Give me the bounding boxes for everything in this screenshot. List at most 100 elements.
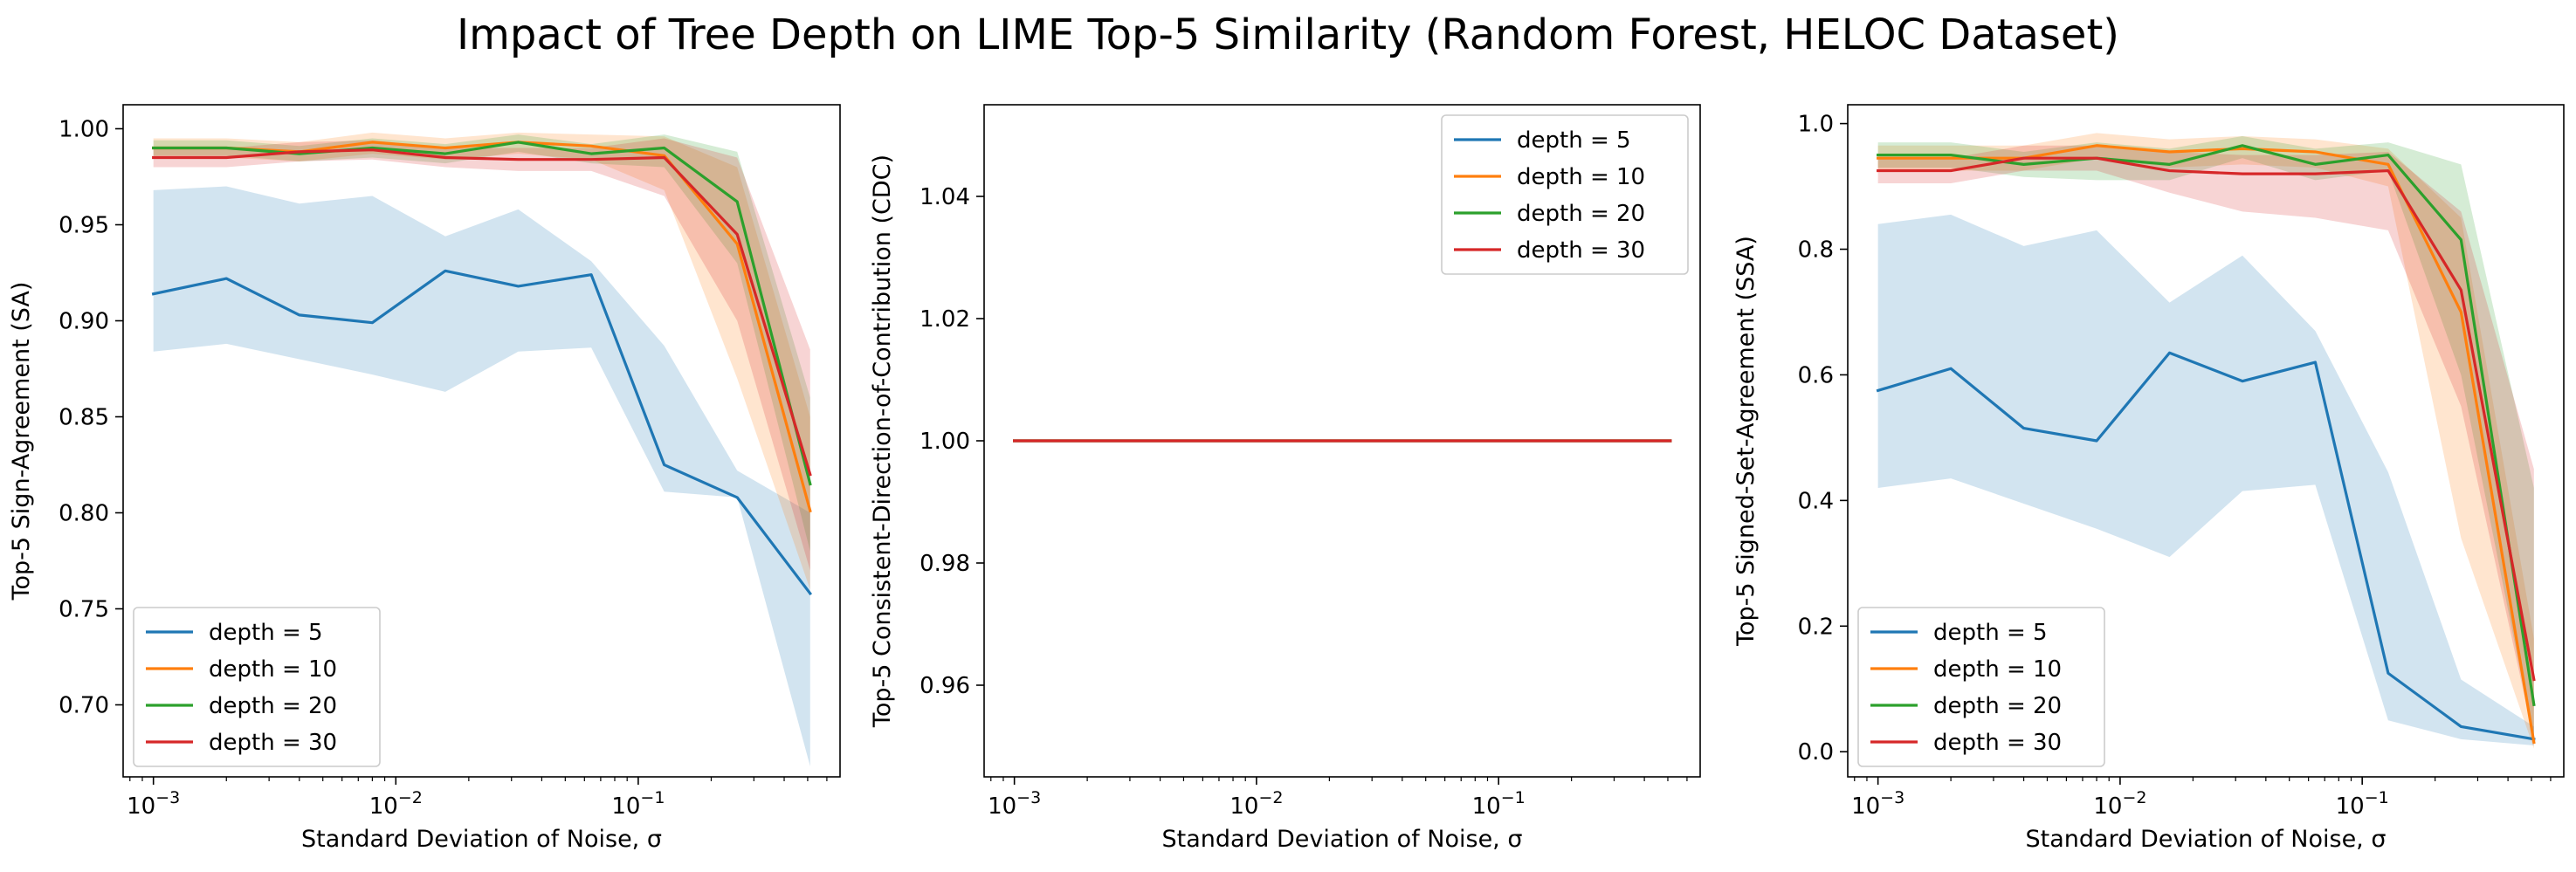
- y-axis-label: Top-5 Sign-Agreement (SA): [8, 282, 35, 601]
- x-tick-exponent: −3: [155, 788, 180, 807]
- x-tick-base: 10: [988, 793, 1016, 820]
- confidence-band-depth-30: [153, 138, 810, 571]
- x-tick-base: 10: [1229, 793, 1258, 820]
- legend-item: depth = 20: [1454, 201, 1645, 227]
- y-axis-label: Top-5 Consistent-Direction-of-Contributi…: [869, 154, 896, 728]
- axes-frame: [122, 104, 841, 778]
- x-tick-exponent: −3: [1880, 788, 1904, 807]
- legend: depth = 5 depth = 10 depth = 20 depth = 30: [133, 607, 381, 767]
- legend-label: depth = 5: [209, 620, 323, 646]
- y-tick-label: 0.2: [1798, 614, 1834, 640]
- legend-label: depth = 5: [1517, 127, 1631, 154]
- x-tick-exponent: −1: [1501, 788, 1526, 807]
- x-tick-exponent: −2: [1258, 788, 1283, 807]
- x-tick-label: 10−3: [127, 788, 180, 820]
- x-axis-label: Standard Deviation of Noise, σ: [1162, 826, 1523, 853]
- y-tick-label: 0.8: [1798, 237, 1834, 264]
- y-tick-label: 0.96: [920, 673, 970, 699]
- x-tick-label: 10−3: [1851, 788, 1904, 820]
- legend: depth = 5 depth = 10 depth = 20 depth = 30: [1857, 607, 2105, 767]
- x-tick-base: 10: [611, 793, 640, 820]
- legend-item: depth = 5: [1870, 620, 2048, 646]
- y-axis-label: Top-5 Signed-Set-Agreement (SSA): [1732, 236, 1760, 647]
- y-tick-label: 0.98: [920, 551, 970, 577]
- legend-item: depth = 30: [1454, 237, 1645, 264]
- x-axis-label: Standard Deviation of Noise, σ: [301, 826, 662, 853]
- legend-box: [1441, 114, 1689, 275]
- x-axis-label: Standard Deviation of Noise, σ: [2026, 826, 2387, 853]
- legend-item: depth = 10: [1454, 164, 1645, 190]
- legend-label: depth = 30: [1517, 237, 1645, 264]
- legend-label: depth = 10: [209, 656, 337, 683]
- y-tick-label: 1.00: [920, 429, 970, 455]
- legend-item: depth = 10: [1870, 656, 2062, 683]
- chart-panel-2: 10−3 10−2 10−10.960.981.001.021.04Standard…: [869, 104, 1701, 853]
- legend-item: depth = 30: [146, 730, 337, 756]
- figure-title: Impact of Tree Depth on LIME Top-5 Simil…: [457, 10, 2119, 59]
- legend-item: depth = 20: [1870, 693, 2062, 719]
- x-tick-base: 10: [1851, 793, 1880, 820]
- y-tick-label: 0.6: [1798, 362, 1834, 388]
- y-tick-label: 1.04: [920, 184, 970, 210]
- y-tick-label: 0.90: [59, 309, 109, 335]
- x-tick-label: 10−2: [369, 788, 423, 820]
- x-tick-label: 10−1: [2336, 788, 2389, 820]
- series-line-depth-10: [1877, 144, 2536, 745]
- chart-panel-1: 10−3 10−2 10−10.700.750.800.850.900.951.00…: [8, 104, 841, 853]
- plots-container: 10−3 10−2 10−10.700.750.800.850.900.951.00…: [8, 104, 2565, 853]
- series-line-depth-20: [152, 141, 812, 486]
- y-tick-label: 0.4: [1798, 488, 1834, 514]
- x-tick-base: 10: [2336, 793, 2365, 820]
- series-line-depth-5: [1876, 351, 2536, 741]
- x-tick-label: 10−1: [611, 788, 665, 820]
- y-tick-label: 0.95: [59, 213, 109, 239]
- legend: depth = 5 depth = 10 depth = 20 depth = 30: [1441, 114, 1689, 275]
- series-line-depth-30: [1877, 156, 2536, 682]
- series-line-depth-30: [152, 148, 812, 477]
- x-tick-label: 10−3: [988, 788, 1041, 820]
- x-tick-exponent: −2: [2122, 788, 2146, 807]
- legend-item: depth = 5: [146, 620, 323, 646]
- legend-label: depth = 10: [1933, 656, 2062, 683]
- y-tick-label: 0.70: [59, 693, 109, 719]
- legend-label: depth = 20: [209, 693, 337, 719]
- axes-frame: [1847, 104, 2565, 778]
- x-tick-base: 10: [127, 793, 155, 820]
- legend-label: depth = 5: [1933, 620, 2048, 646]
- legend-box: [1857, 607, 2105, 767]
- y-tick-label: 1.02: [920, 306, 970, 333]
- legend-label: depth = 30: [1933, 730, 2062, 756]
- series-lines: [151, 141, 813, 596]
- x-tick-base: 10: [1472, 793, 1501, 820]
- legend-label: depth = 20: [1933, 693, 2062, 719]
- x-tick-label: 10−2: [1229, 788, 1283, 820]
- series-line-depth-5: [151, 269, 813, 596]
- y-tick-label: 0.75: [59, 597, 109, 623]
- y-tick-label: 1.00: [59, 117, 109, 143]
- legend-box: [133, 607, 381, 767]
- x-tick-label: 10−2: [2093, 788, 2146, 820]
- x-tick-base: 10: [369, 793, 398, 820]
- x-tick-exponent: −1: [640, 788, 665, 807]
- legend-label: depth = 30: [209, 730, 337, 756]
- x-tick-label: 10−1: [1472, 788, 1526, 820]
- legend-label: depth = 20: [1517, 201, 1645, 227]
- legend-label: depth = 10: [1517, 164, 1645, 190]
- legend-item: depth = 5: [1454, 127, 1631, 154]
- series-lines: [1876, 144, 2536, 745]
- x-tick-base: 10: [2093, 793, 2122, 820]
- legend-item: depth = 30: [1870, 730, 2062, 756]
- legend-item: depth = 20: [146, 693, 337, 719]
- confidence-bands: [153, 132, 810, 766]
- x-tick-exponent: −1: [2365, 788, 2389, 807]
- y-tick-label: 0.0: [1798, 739, 1834, 766]
- legend-item: depth = 10: [146, 656, 337, 683]
- confidence-bands: [1877, 133, 2534, 749]
- x-tick-exponent: −2: [398, 788, 423, 807]
- confidence-band-depth-5: [1877, 214, 2534, 746]
- y-tick-label: 1.0: [1798, 112, 1834, 138]
- series-line-depth-20: [1877, 144, 2536, 707]
- y-tick-label: 0.85: [59, 405, 109, 431]
